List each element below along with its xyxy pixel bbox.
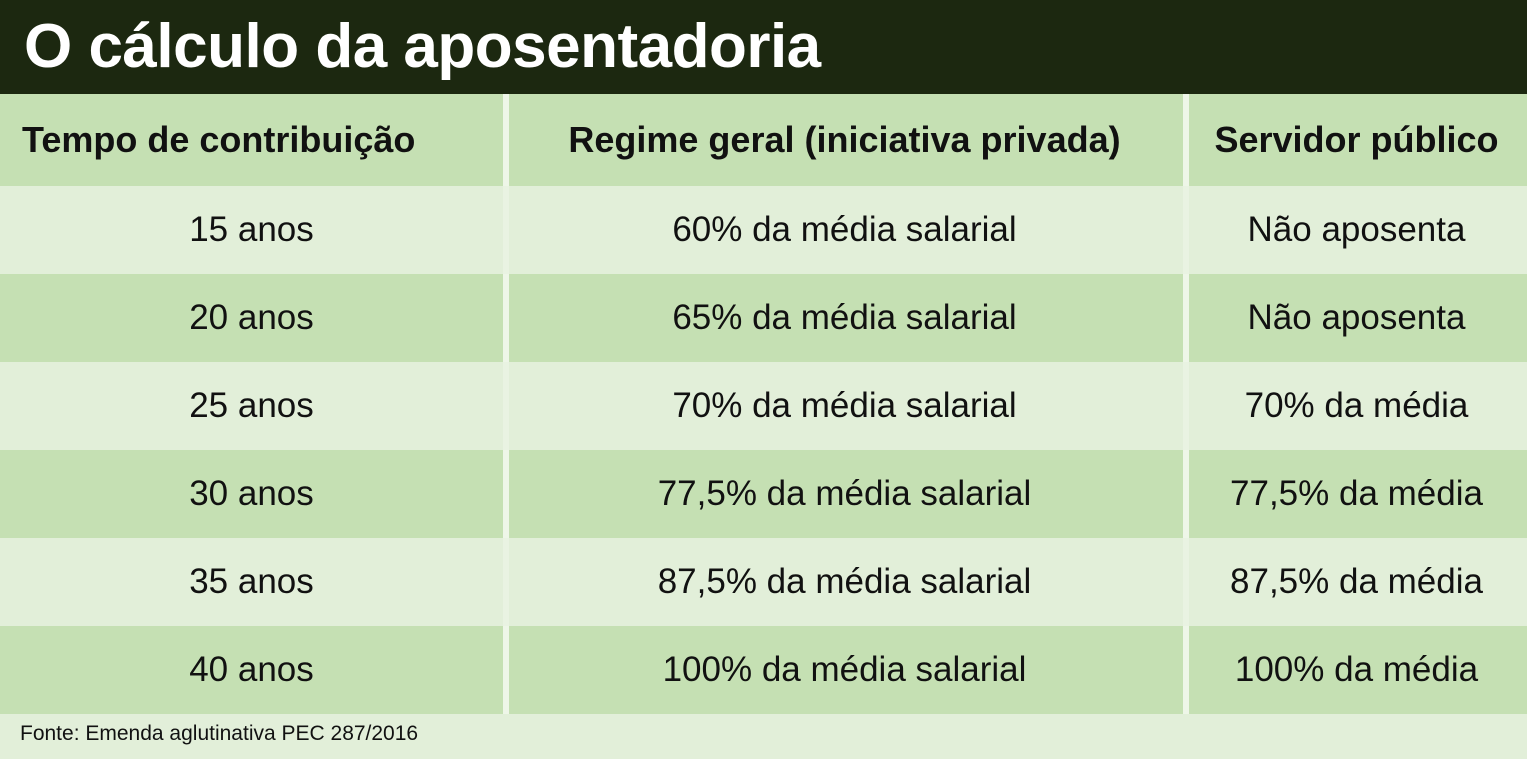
table-row: 20 anos 65% da média salarial Não aposen… [0, 274, 1527, 362]
cell-regime-geral: 87,5% da média salarial [657, 562, 1032, 601]
table-row: 40 anos 100% da média salarial 100% da m… [0, 626, 1527, 714]
cell-servidor: 77,5% da média [1230, 474, 1483, 513]
cell-tempo: 30 anos [189, 474, 314, 513]
column-separator [503, 626, 509, 714]
column-separator [503, 362, 509, 450]
column-separator [1183, 450, 1189, 538]
column-separator [1183, 94, 1189, 186]
column-separator [503, 274, 509, 362]
cell-tempo: 20 anos [189, 298, 314, 337]
page-title: O cálculo da aposentadoria [24, 12, 821, 81]
cell-tempo: 40 anos [189, 650, 314, 689]
cell-tempo: 35 anos [189, 562, 314, 601]
column-separator [503, 186, 509, 274]
cell-regime-geral: 77,5% da média salarial [657, 474, 1032, 513]
table-row: 15 anos 60% da média salarial Não aposen… [0, 186, 1527, 274]
header-servidor-publico: Servidor público [1214, 119, 1499, 160]
column-separator [1183, 538, 1189, 626]
column-separator [1183, 626, 1189, 714]
header-regime-geral: Regime geral (iniciativa privada) [568, 119, 1121, 160]
cell-regime-geral: 70% da média salarial [672, 386, 1017, 425]
header-tempo-contribuicao: Tempo de contribuição [22, 119, 416, 160]
cell-tempo: 25 anos [189, 386, 314, 425]
cell-regime-geral: 60% da média salarial [672, 210, 1017, 249]
column-separator [503, 450, 509, 538]
column-separator [503, 94, 509, 186]
title-bar: O cálculo da aposentadoria [0, 0, 1527, 94]
column-separator [1183, 362, 1189, 450]
cell-servidor: Não aposenta [1247, 210, 1466, 249]
cell-servidor: Não aposenta [1247, 298, 1466, 337]
column-separator [503, 538, 509, 626]
cell-tempo: 15 anos [189, 210, 314, 249]
table-row: 30 anos 77,5% da média salarial 77,5% da… [0, 450, 1527, 538]
table-row: 25 anos 70% da média salarial 70% da méd… [0, 362, 1527, 450]
cell-regime-geral: 100% da média salarial [662, 650, 1027, 689]
cell-servidor: 87,5% da média [1230, 562, 1483, 601]
table-header-row: Tempo de contribuição Regime geral (inic… [0, 94, 1527, 186]
table-row: 35 anos 87,5% da média salarial 87,5% da… [0, 538, 1527, 626]
cell-regime-geral: 65% da média salarial [672, 298, 1017, 337]
column-separator [1183, 274, 1189, 362]
source-note: Fonte: Emenda aglutinativa PEC 287/2016 [20, 722, 419, 745]
data-table: Tempo de contribuição Regime geral (inic… [0, 94, 1527, 714]
cell-servidor: 70% da média [1244, 386, 1469, 425]
column-separator [1183, 186, 1189, 274]
cell-servidor: 100% da média [1234, 650, 1479, 689]
